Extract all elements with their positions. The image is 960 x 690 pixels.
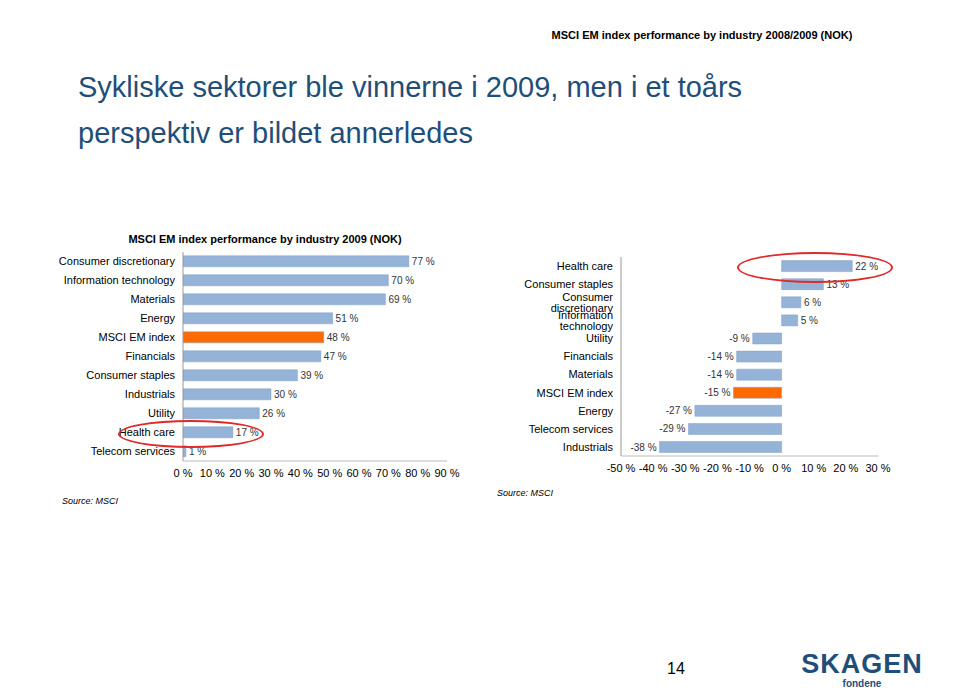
svg-text:-10 %: -10 % (735, 462, 764, 474)
svg-text:-14 %: -14 % (708, 369, 734, 380)
svg-text:70 %: 70 % (376, 467, 401, 479)
svg-text:47 %: 47 % (324, 351, 347, 362)
svg-text:13 %: 13 % (826, 279, 849, 290)
svg-text:Industrials: Industrials (563, 441, 614, 453)
svg-text:Consumer staples: Consumer staples (86, 369, 175, 381)
svg-text:17 %: 17 % (236, 427, 259, 438)
svg-text:5 %: 5 % (801, 315, 818, 326)
svg-text:40 %: 40 % (288, 467, 313, 479)
svg-text:Materials: Materials (130, 293, 175, 305)
svg-text:-29 %: -29 % (659, 423, 685, 434)
svg-text:80 %: 80 % (405, 467, 430, 479)
svg-text:90 %: 90 % (434, 467, 459, 479)
svg-text:30 %: 30 % (274, 389, 297, 400)
svg-text:39 %: 39 % (300, 370, 323, 381)
svg-text:10 %: 10 % (801, 462, 826, 474)
svg-text:Utility: Utility (586, 332, 613, 344)
svg-text:-14 %: -14 % (708, 351, 734, 362)
svg-text:48 %: 48 % (327, 332, 350, 343)
svg-text:-30 %: -30 % (671, 462, 700, 474)
svg-text:22 %: 22 % (855, 261, 878, 272)
svg-text:-38 %: -38 % (630, 442, 656, 453)
svg-text:Industrials: Industrials (125, 388, 176, 400)
svg-text:20 %: 20 % (229, 467, 254, 479)
svg-text:Information technology: Information technology (64, 274, 176, 286)
svg-text:Materials: Materials (568, 368, 613, 380)
svg-text:0 %: 0 % (772, 462, 791, 474)
svg-text:Energy: Energy (578, 405, 613, 417)
svg-text:Utility: Utility (148, 407, 175, 419)
svg-text:-15 %: -15 % (704, 387, 730, 398)
svg-text:70 %: 70 % (391, 275, 414, 286)
svg-text:69 %: 69 % (388, 294, 411, 305)
svg-text:Health care: Health care (557, 260, 613, 272)
svg-text:Informationtechnology: Informationtechnology (558, 309, 614, 332)
svg-text:Financials: Financials (125, 350, 175, 362)
svg-text:30 %: 30 % (865, 462, 890, 474)
svg-text:6 %: 6 % (804, 297, 821, 308)
svg-text:Energy: Energy (140, 312, 175, 324)
svg-text:77 %: 77 % (412, 256, 435, 267)
svg-text:26 %: 26 % (262, 408, 285, 419)
svg-text:Consumer discretionary: Consumer discretionary (59, 255, 176, 267)
svg-text:30 %: 30 % (258, 467, 283, 479)
svg-text:Financials: Financials (563, 350, 613, 362)
svg-text:0 %: 0 % (174, 467, 193, 479)
svg-text:MSCI EM index: MSCI EM index (537, 387, 614, 399)
svg-text:Consumer staples: Consumer staples (524, 278, 613, 290)
svg-text:60 %: 60 % (346, 467, 371, 479)
svg-text:-27 %: -27 % (666, 405, 692, 416)
svg-text:10 %: 10 % (200, 467, 225, 479)
svg-text:Telecom services: Telecom services (91, 445, 176, 457)
svg-text:-9 %: -9 % (729, 333, 750, 344)
svg-text:20 %: 20 % (833, 462, 858, 474)
svg-text:-40 %: -40 % (639, 462, 668, 474)
svg-text:51 %: 51 % (336, 313, 359, 324)
svg-text:MSCI EM index: MSCI EM index (99, 331, 176, 343)
svg-text:Telecom services: Telecom services (529, 423, 614, 435)
svg-text:Health care: Health care (119, 426, 175, 438)
svg-text:50 %: 50 % (317, 467, 342, 479)
svg-text:-20 %: -20 % (703, 462, 732, 474)
svg-text:-50 %: -50 % (607, 462, 636, 474)
